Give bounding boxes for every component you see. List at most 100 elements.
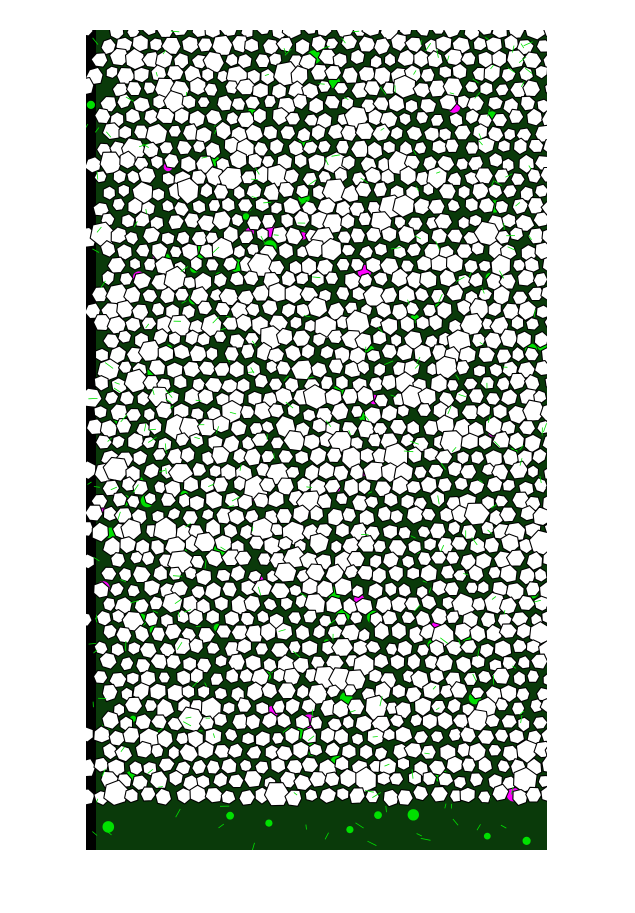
foam-cell xyxy=(142,761,158,777)
segmentation-edge xyxy=(468,272,472,278)
segmentation-edge xyxy=(416,356,421,364)
foam-cell xyxy=(184,329,200,347)
foam-cell xyxy=(180,155,197,174)
foam-cell xyxy=(444,138,460,154)
foam-cell xyxy=(274,386,294,407)
segmentation-edge xyxy=(519,458,523,466)
foam-cell xyxy=(511,345,526,363)
foam-cell xyxy=(429,489,446,508)
foam-cell xyxy=(108,671,128,689)
foam-cell xyxy=(112,491,128,508)
foam-cell xyxy=(373,66,392,87)
segmentation-edge xyxy=(360,177,369,184)
foam-cell xyxy=(187,608,204,627)
foam-cell xyxy=(317,79,332,94)
foam-cell xyxy=(241,731,255,746)
foam-cell xyxy=(526,107,544,127)
foam-cell xyxy=(102,456,130,482)
foam-cell xyxy=(519,95,536,112)
foam-cell xyxy=(93,640,109,656)
foam-cell xyxy=(151,242,169,261)
foam-cell xyxy=(168,245,183,259)
foam-cell xyxy=(470,241,485,256)
foam-cell xyxy=(205,759,221,775)
segmentation-edge xyxy=(183,721,192,727)
foam-cell xyxy=(182,360,202,379)
segmentation-edge xyxy=(440,544,445,553)
foam-cell xyxy=(468,213,483,228)
foam-cell xyxy=(163,265,187,292)
foam-cell xyxy=(125,80,143,97)
foam-cell xyxy=(220,549,242,567)
segmentation-edge xyxy=(251,340,257,347)
foam-cell xyxy=(341,714,355,730)
foam-cell xyxy=(501,478,516,492)
segmentation-edge xyxy=(491,180,495,187)
foam-cell xyxy=(157,757,176,773)
segmentation-edge xyxy=(494,441,501,448)
foam-cell xyxy=(143,579,162,597)
foam-cell xyxy=(445,610,460,625)
foam-cell xyxy=(154,401,173,420)
foam-cell xyxy=(403,742,424,759)
foam-cell xyxy=(487,183,504,200)
foam-cell xyxy=(390,595,408,614)
foam-cell xyxy=(294,449,310,465)
foam-cell xyxy=(225,110,239,126)
foam-cell xyxy=(124,696,144,714)
foam-cell xyxy=(244,508,260,524)
foam-cell xyxy=(183,566,198,581)
foam-cell xyxy=(488,362,504,378)
foam-cell xyxy=(429,785,449,803)
foam-cell xyxy=(490,253,512,277)
foam-cell xyxy=(245,182,263,200)
foam-cell xyxy=(341,387,360,406)
foam-cell xyxy=(438,127,453,142)
foam-cell xyxy=(213,330,228,344)
foam-cell xyxy=(243,769,263,789)
foam-cell xyxy=(135,658,152,674)
foam-cell xyxy=(541,495,547,512)
foam-cell xyxy=(354,332,373,351)
foam-cell xyxy=(143,257,157,272)
foam-cell xyxy=(532,715,547,730)
segmentation-edge xyxy=(379,696,383,707)
foam-cell xyxy=(168,769,184,787)
foam-cell xyxy=(213,272,228,289)
foam-cell xyxy=(382,727,396,742)
pocket xyxy=(374,811,382,819)
segmentation-edge xyxy=(293,792,298,796)
segmentation-edge xyxy=(487,529,492,535)
segmentation-edge xyxy=(364,790,374,793)
foam-cell xyxy=(90,52,109,68)
foam-cell xyxy=(142,141,160,159)
segmentation-edge xyxy=(324,157,329,166)
foam-cell xyxy=(419,563,438,583)
foam-cell xyxy=(254,760,270,775)
foam-cell xyxy=(341,154,356,171)
foam-cell xyxy=(316,579,335,599)
foam-cell xyxy=(220,757,238,775)
foam-cell xyxy=(105,65,119,79)
foam-cell xyxy=(493,168,511,184)
foam-cell xyxy=(209,672,225,686)
foam-cell xyxy=(383,442,409,470)
foam-cell xyxy=(196,96,211,109)
segmentation-edge xyxy=(487,415,491,423)
foam-cell xyxy=(354,597,374,616)
foam-cell xyxy=(102,536,121,557)
segmentation-edge xyxy=(436,49,439,58)
foam-cell xyxy=(357,211,372,227)
foam-cell xyxy=(428,639,446,658)
segmentation-edge xyxy=(185,716,192,719)
foam-cell xyxy=(512,788,529,807)
segmentation-edge xyxy=(214,129,217,135)
foam-cell xyxy=(256,609,270,624)
segmentation-edge xyxy=(390,394,396,398)
segmentation-edge xyxy=(273,453,275,460)
foam-cell xyxy=(213,712,229,728)
foam-cell xyxy=(324,741,341,758)
segmentation-edge xyxy=(147,428,156,431)
foam-cell xyxy=(287,611,303,626)
segmentation-edge xyxy=(414,235,421,240)
